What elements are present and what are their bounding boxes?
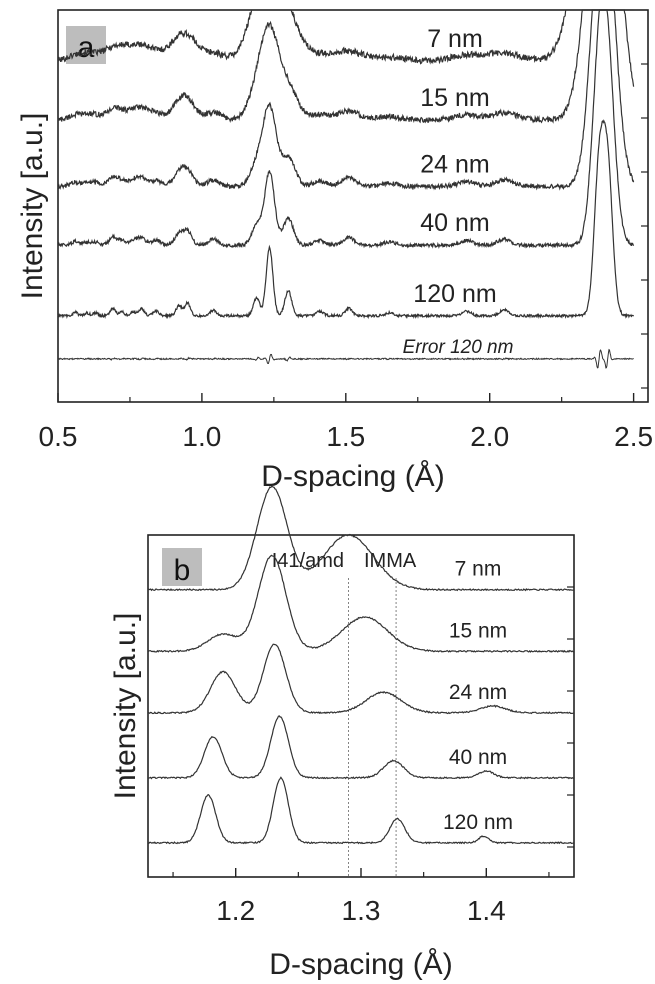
panel-a-x-tick-label: 2.0 <box>470 421 509 452</box>
panel-a-x-tick-label: 1.5 <box>326 421 365 452</box>
panel-b-series-label: 120 nm <box>443 811 513 834</box>
panel-b-x-tick-label: 1.3 <box>342 895 381 926</box>
panel-a-x-tick-label: 0.5 <box>39 421 78 452</box>
panel-a-series-label: Error 120 nm <box>403 337 514 358</box>
panel-a-series-line <box>57 9 634 65</box>
panel-b-series-label: 40 nm <box>449 746 507 769</box>
panel-b-series-line <box>147 486 575 592</box>
panel-a-ylabel: Intensity [a.u.] <box>16 113 49 300</box>
panel-b-letter-box <box>162 548 202 586</box>
panel-a-series-label: 120 nm <box>413 280 496 308</box>
panel-a-series-label: 24 nm <box>420 150 489 178</box>
panel-b-series-line <box>147 715 575 780</box>
panel-a-series-line <box>57 119 635 320</box>
panel-b-reference-label: I41/amd <box>272 550 344 572</box>
panel-b-series-line <box>147 643 575 715</box>
panel-a-series-line <box>57 348 634 369</box>
panel-b-x-tick-label: 1.4 <box>467 895 506 926</box>
panel-a-letter: a <box>78 31 95 64</box>
panel-b-ylabel: Intensity [a.u.] <box>109 613 142 800</box>
panel-a-series-line <box>57 9 635 124</box>
panel-a-x-tick-label: 1.0 <box>182 421 221 452</box>
panel-b-series-label: 7 nm <box>455 558 502 581</box>
panel-b-series-line <box>147 776 575 845</box>
panel-b-series-label: 15 nm <box>449 619 507 642</box>
panel-a-xlabel: D-spacing (Å) <box>261 460 444 493</box>
panel-a-series-label: 7 nm <box>427 25 483 53</box>
panel-b-letter: b <box>174 554 191 587</box>
panel-a-series-label: 40 nm <box>420 209 489 237</box>
panel-b-xlabel: D-spacing (Å) <box>269 948 452 981</box>
panel-a-frame <box>57 9 649 403</box>
panel-b-reference-label: IMMA <box>364 550 417 572</box>
panel-a-series-line <box>57 9 635 249</box>
panel-a-series-line <box>57 9 635 191</box>
panel-b-series-line <box>147 554 575 653</box>
panel-a-x-tick-label: 2.5 <box>614 421 653 452</box>
panel-a-series-label: 15 nm <box>420 84 489 112</box>
panel-b-x-tick-label: 1.2 <box>216 895 255 926</box>
panel-b-series-label: 24 nm <box>449 681 507 704</box>
